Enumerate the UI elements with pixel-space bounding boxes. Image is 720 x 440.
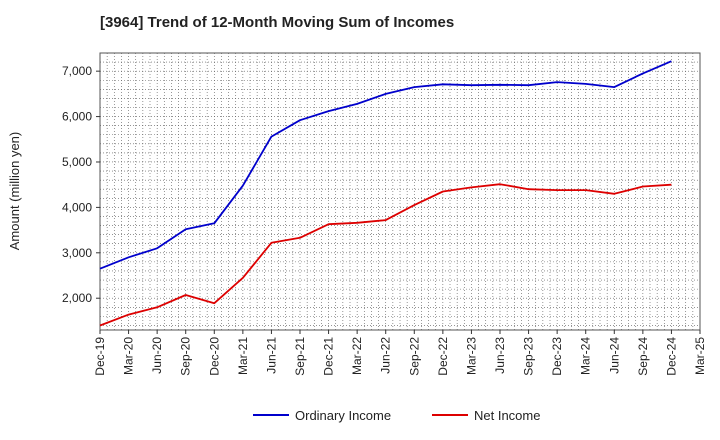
ordinary-income-line	[99, 60, 672, 270]
y-tick-label: 4,000	[62, 200, 92, 214]
x-tick-label: Mar-22	[350, 337, 364, 375]
x-tick-label: Sep-23	[522, 337, 536, 376]
y-tick-label: 6,000	[62, 110, 92, 124]
x-tick-label: Dec-23	[550, 337, 564, 376]
y-axis-title: Amount (million yen)	[7, 132, 22, 251]
x-tick-label: Jun-20	[150, 337, 164, 374]
x-tick-label: Jun-22	[379, 337, 393, 374]
chart-title: [3964] Trend of 12-Month Moving Sum of I…	[100, 14, 455, 31]
x-axis: Dec-19 Mar-20 Jun-20 Sep-20 Dec-20 Mar-21 Jun-…	[93, 330, 707, 376]
grid-layer	[100, 53, 700, 330]
y-tick-label: 3,000	[62, 246, 92, 260]
plot-border	[99, 52, 701, 331]
x-tick-label: Dec-21	[322, 337, 336, 376]
y-tick-label: 5,000	[62, 155, 92, 169]
x-tick-label: Dec-22	[436, 337, 450, 376]
x-tick-label: Mar-20	[122, 337, 136, 375]
x-tick-label: Sep-20	[179, 337, 193, 376]
x-tick-label: Dec-19	[93, 337, 107, 376]
x-tick-label: Sep-22	[407, 337, 421, 376]
x-tick-label: Mar-24	[579, 337, 593, 375]
legend: Ordinary Income Net Income	[253, 408, 540, 423]
x-tick-label: Sep-21	[293, 337, 307, 376]
x-tick-label: Dec-24	[664, 337, 678, 376]
y-axis: 2,000 3,000 4,000 5,000 6,000 7,000	[62, 64, 100, 305]
series-layer	[99, 60, 672, 327]
net-income-line	[99, 183, 672, 327]
legend-label-net-income: Net Income	[474, 408, 540, 423]
x-tick-label: Sep-24	[636, 337, 650, 376]
x-tick-label: Jun-23	[493, 337, 507, 374]
x-tick-label: Mar-21	[236, 337, 250, 375]
x-tick-label: Jun-21	[264, 337, 278, 374]
x-tick-label: Mar-25	[693, 337, 707, 375]
x-tick-label: Jun-24	[607, 337, 621, 374]
legend-label-ordinary-income: Ordinary Income	[295, 408, 391, 423]
y-tick-label: 7,000	[62, 64, 92, 78]
y-tick-label: 2,000	[62, 291, 92, 305]
x-tick-label: Dec-20	[207, 337, 221, 376]
x-tick-label: Mar-23	[464, 337, 478, 375]
